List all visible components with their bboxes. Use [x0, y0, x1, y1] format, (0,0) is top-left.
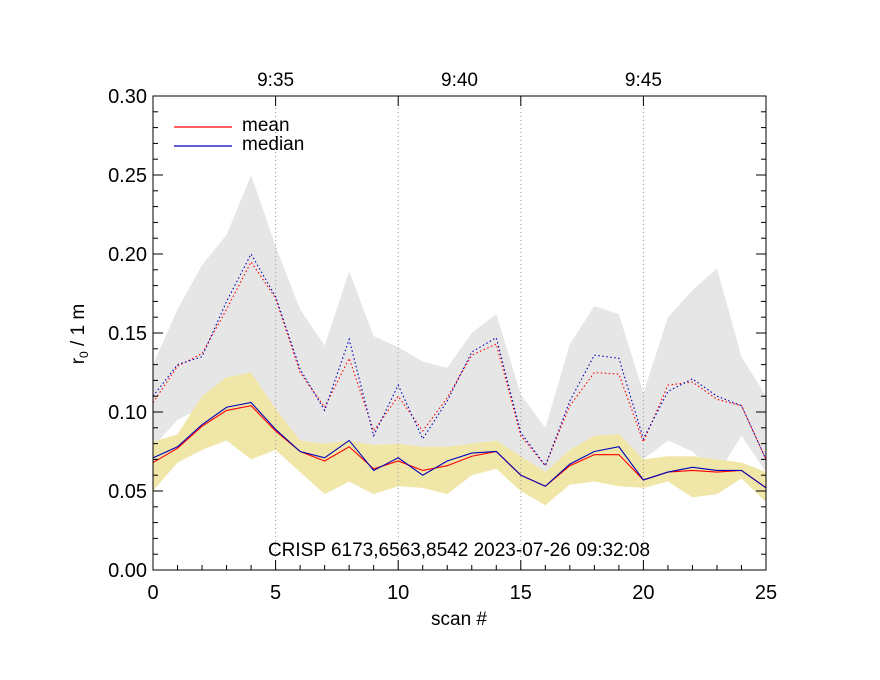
y-tick-label-6: 0.30 [108, 86, 147, 108]
axis-ticks [152, 95, 767, 571]
x-tick-label-0: 0 [147, 582, 158, 604]
time-gridlines [275, 96, 644, 570]
x-axis-title: scan # [431, 609, 487, 630]
y-tick-label-4: 0.20 [108, 244, 147, 266]
y-tick-label-1: 0.05 [108, 481, 147, 503]
series-line-3 [152, 252, 767, 467]
range-bands [153, 175, 766, 506]
y-tick-label-3: 0.15 [108, 323, 147, 345]
y-axis-title: r0 / 1 m [68, 304, 91, 365]
chart-annotation: CRISP 6173,6563,8542 2023-07-26 09:32:08 [268, 540, 650, 561]
time-label-2: 9:45 [625, 70, 662, 91]
series-line-1 [152, 401, 767, 489]
x-tick-label-2: 10 [387, 582, 409, 604]
axis-labels: 0 5 10 15 20 25 9:35 9:40 9:45 0.00 0.05 0.10 0.15 0.… [108, 70, 777, 604]
legend-label-median: median [242, 134, 304, 155]
y-axis-title-unit: / 1 m [68, 304, 89, 352]
band-0 [153, 175, 766, 476]
y-tick-label-2: 0.10 [108, 402, 147, 424]
y-tick-label-5: 0.25 [108, 165, 147, 187]
x-tick-label-3: 15 [510, 582, 532, 604]
x-tick-label-5: 25 [755, 582, 777, 604]
x-tick-label-1: 5 [270, 582, 281, 604]
legend-label-mean: mean [242, 115, 290, 136]
band-1 [153, 372, 766, 506]
series-lines [152, 252, 767, 489]
y-axis-title-main: r [68, 357, 89, 364]
time-label-0: 9:35 [257, 70, 294, 91]
time-label-1: 9:40 [441, 70, 478, 91]
y-tick-label-0: 0.00 [108, 560, 147, 582]
y-axis-title-subscript: 0 [77, 351, 91, 358]
x-tick-label-4: 20 [632, 582, 654, 604]
legend: mean median [174, 115, 304, 155]
